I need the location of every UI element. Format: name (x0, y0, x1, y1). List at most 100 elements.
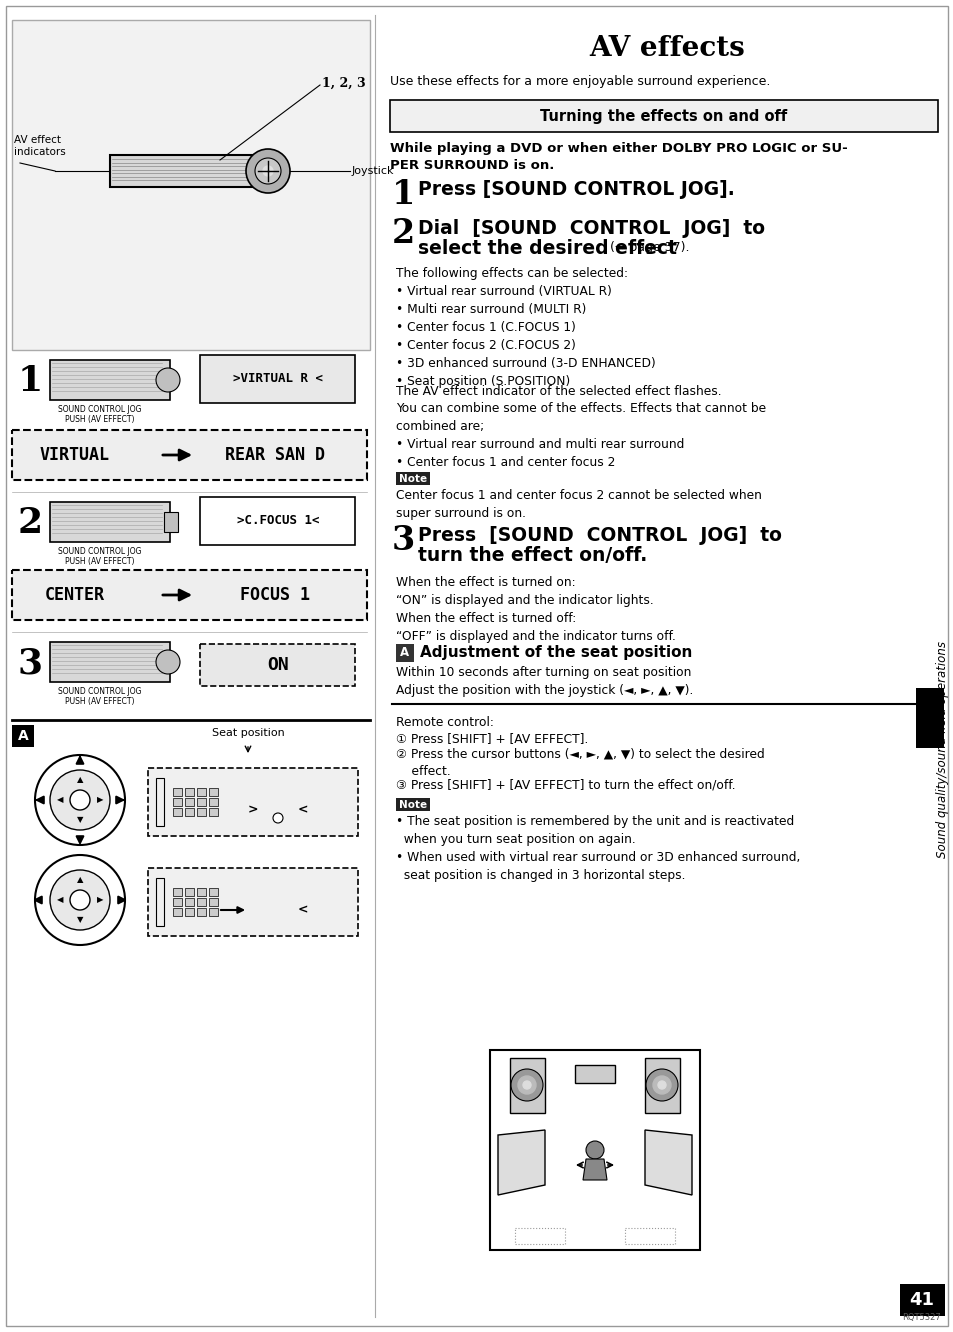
Bar (196, 908, 206, 916)
Bar (12, 20, 370, 350)
Text: Remote control:: Remote control: (395, 717, 494, 729)
Text: ▲: ▲ (76, 775, 83, 785)
Text: CENTER: CENTER (45, 586, 105, 603)
Text: Within 10 seconds after turning on seat position
Adjust the position with the jo: Within 10 seconds after turning on seat … (395, 666, 693, 697)
Text: A: A (17, 729, 29, 743)
Text: ▲: ▲ (76, 875, 83, 884)
Text: ◀: ◀ (56, 795, 63, 805)
Bar (148, 868, 357, 936)
Circle shape (156, 368, 180, 392)
Text: <: < (297, 803, 308, 817)
Bar (510, 1058, 544, 1114)
Text: SOUND CONTROL JOG
PUSH (AV EFFECT): SOUND CONTROL JOG PUSH (AV EFFECT) (58, 687, 142, 706)
Text: 2: 2 (18, 506, 43, 539)
Text: ◀: ◀ (56, 895, 63, 904)
Bar (899, 1284, 944, 1316)
Polygon shape (644, 1130, 691, 1195)
Bar (172, 789, 182, 797)
Bar (172, 888, 182, 896)
Text: 41: 41 (908, 1291, 934, 1309)
Circle shape (70, 790, 90, 810)
Text: Sound quality/sound field operations: Sound quality/sound field operations (936, 642, 948, 859)
Text: 3: 3 (18, 646, 43, 681)
Bar (196, 789, 206, 797)
Text: ② Press the cursor buttons (◄, ►, ▲, ▼) to select the desired
    effect.: ② Press the cursor buttons (◄, ►, ▲, ▼) … (395, 749, 764, 778)
Text: Press  [SOUND  CONTROL  JOG]  to: Press [SOUND CONTROL JOG] to (417, 526, 781, 545)
Bar (644, 1058, 679, 1114)
Circle shape (585, 1142, 603, 1159)
Circle shape (517, 1076, 536, 1094)
Text: turn the effect on/off.: turn the effect on/off. (417, 546, 646, 565)
Text: SOUND CONTROL JOG
PUSH (AV EFFECT): SOUND CONTROL JOG PUSH (AV EFFECT) (58, 405, 142, 425)
Bar (50, 502, 170, 542)
Bar (515, 1228, 564, 1244)
Circle shape (246, 149, 290, 193)
Text: ▶: ▶ (96, 795, 103, 805)
Text: (→ page 37).: (→ page 37). (605, 241, 689, 254)
Bar (185, 798, 193, 806)
Bar (200, 497, 355, 545)
Bar (196, 888, 206, 896)
Text: Note: Note (398, 799, 427, 810)
Bar (575, 1066, 615, 1083)
Text: When the effect is turned on:
“ON” is displayed and the indicator lights.
When t: When the effect is turned on: “ON” is di… (395, 575, 675, 643)
Text: 1, 2, 3: 1, 2, 3 (322, 76, 365, 89)
Bar (490, 1050, 700, 1249)
Circle shape (50, 770, 110, 830)
Polygon shape (497, 1130, 544, 1195)
Text: ▼: ▼ (76, 915, 83, 924)
Bar (185, 809, 193, 817)
Bar (12, 725, 34, 747)
Bar (110, 155, 270, 186)
Text: 2: 2 (392, 217, 415, 250)
Text: 1: 1 (392, 178, 415, 210)
Circle shape (645, 1070, 678, 1102)
Circle shape (70, 890, 90, 910)
Text: >C.FOCUS 1<: >C.FOCUS 1< (236, 514, 319, 527)
Bar (209, 908, 218, 916)
Bar (172, 809, 182, 817)
Text: FOCUS 1: FOCUS 1 (240, 586, 310, 603)
Bar (200, 356, 355, 404)
Bar (172, 898, 182, 906)
Bar (395, 798, 430, 811)
Bar (148, 769, 357, 836)
Bar (196, 898, 206, 906)
Text: Use these effects for a more enjoyable surround experience.: Use these effects for a more enjoyable s… (390, 75, 770, 88)
Text: • The seat position is remembered by the unit and is reactivated
  when you turn: • The seat position is remembered by the… (395, 815, 800, 882)
Text: Turning the effects on and off: Turning the effects on and off (539, 108, 787, 124)
Text: Adjustment of the seat position: Adjustment of the seat position (419, 645, 692, 659)
Bar (209, 898, 218, 906)
Bar (209, 809, 218, 817)
Text: AV effects: AV effects (589, 35, 744, 63)
Bar (185, 888, 193, 896)
Text: <: < (297, 903, 308, 916)
Bar (200, 643, 355, 686)
Circle shape (658, 1082, 665, 1090)
Bar (624, 1228, 675, 1244)
Bar (185, 908, 193, 916)
Text: ③ Press [SHIFT] + [AV EFFECT] to turn the effect on/off.: ③ Press [SHIFT] + [AV EFFECT] to turn th… (395, 778, 735, 791)
Circle shape (263, 166, 273, 176)
Text: Joystick: Joystick (352, 166, 395, 176)
Circle shape (35, 755, 125, 844)
Bar (156, 878, 164, 926)
Circle shape (522, 1082, 531, 1090)
Bar (196, 798, 206, 806)
Circle shape (50, 870, 110, 930)
Text: Seat position: Seat position (212, 729, 284, 738)
Text: Note: Note (398, 473, 427, 484)
Bar (185, 789, 193, 797)
Bar (209, 888, 218, 896)
Text: select the desired effect: select the desired effect (417, 238, 677, 258)
Bar (12, 570, 367, 619)
Text: The following effects can be selected:
• Virtual rear surround (VIRTUAL R)
• Mul: The following effects can be selected: •… (395, 266, 655, 388)
Text: ON: ON (267, 655, 289, 674)
Text: A: A (400, 646, 409, 659)
Text: The AV effect indicator of the selected effect flashes.: The AV effect indicator of the selected … (395, 385, 720, 398)
Bar (172, 798, 182, 806)
Bar (50, 642, 170, 682)
Bar (395, 472, 430, 485)
Bar (172, 908, 182, 916)
Text: SOUND CONTROL JOG
PUSH (AV EFFECT): SOUND CONTROL JOG PUSH (AV EFFECT) (58, 547, 142, 566)
